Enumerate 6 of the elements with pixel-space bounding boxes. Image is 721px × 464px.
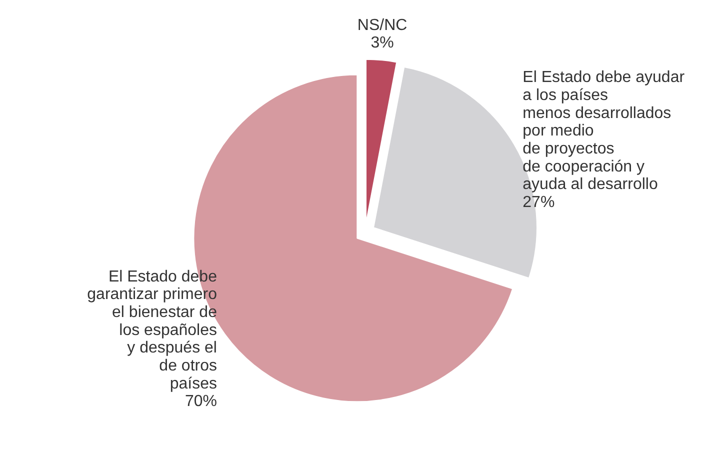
data-label: 27% <box>522 194 555 212</box>
data-label: 3% <box>370 34 394 52</box>
data-label: 70% <box>184 393 217 410</box>
slice-label: El Estado debe ayudar a los países menos desarrollados por medio de proyectos de cooperación y ayuda al desarrollo <box>522 69 686 194</box>
slice-label: NS/NC <box>357 16 408 34</box>
slice-label: El Estado debe garantizar primero el bienestar de los españoles y después el de otros países <box>87 268 218 392</box>
